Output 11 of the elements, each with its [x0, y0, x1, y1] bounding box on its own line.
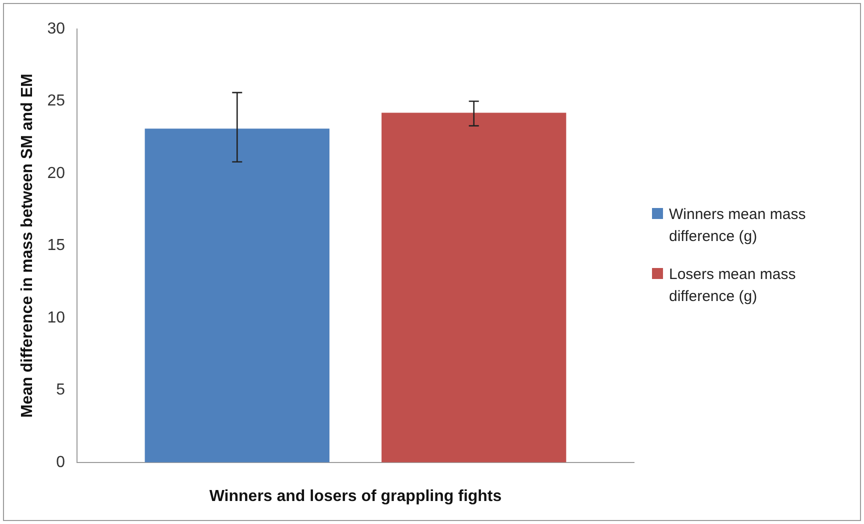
- legend-label: Losers mean mass difference (g): [669, 265, 797, 307]
- y-tick-label: 30: [47, 20, 66, 38]
- y-tick-label: 25: [47, 92, 66, 110]
- legend-label: Winners mean mass difference (g): [669, 205, 807, 247]
- y-tick-label: 20: [47, 164, 66, 182]
- y-tick-label: 15: [47, 237, 66, 254]
- y-tick-label: 10: [47, 309, 66, 326]
- y-axis-title: Mean difference in mass between SM and EM: [19, 74, 36, 418]
- x-axis-title: Winners and losers of grappling fights: [209, 488, 502, 505]
- y-tick-label: 0: [56, 454, 66, 471]
- y-tick-label: 5: [56, 382, 66, 399]
